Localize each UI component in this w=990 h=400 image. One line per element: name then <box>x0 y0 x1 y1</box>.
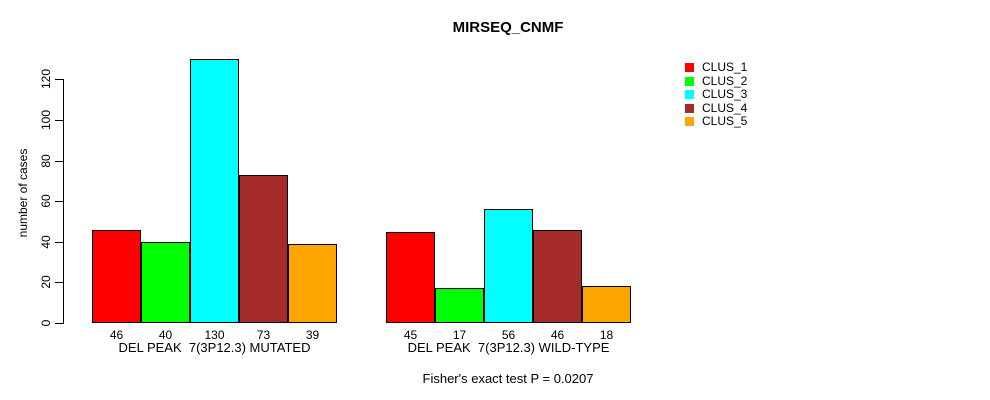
bar-value-label: 73 <box>256 328 271 342</box>
group-label: DEL PEAK 7(3P12.3) WILD-TYPE <box>407 340 610 355</box>
bar-value-label: 46 <box>109 328 124 342</box>
legend-swatch <box>685 90 694 100</box>
bar-clus_5-group2 <box>582 286 631 323</box>
y-tick-label: 80 <box>39 153 53 168</box>
bar-clus_4-group1 <box>239 175 288 323</box>
legend: CLUS_1 CLUS_2 CLUS_3 CLUS_4 CLUS_5 <box>685 61 747 129</box>
bar-value-label: 18 <box>599 328 614 342</box>
y-axis-title: number of cases <box>16 148 30 238</box>
bar-value-label: 40 <box>158 328 173 342</box>
bar-clus_3-group1 <box>190 59 239 323</box>
bar-clus_2-group1 <box>141 242 190 323</box>
bar-value-label: 39 <box>305 328 320 342</box>
y-tick-mark <box>55 241 63 243</box>
legend-label: CLUS_5 <box>702 114 748 129</box>
y-tick-mark <box>55 120 63 121</box>
legend-item: CLUS_2 <box>685 73 748 89</box>
bar-clus_1-group2 <box>386 232 435 323</box>
bar-clus_5-group1 <box>288 244 337 323</box>
bar-value-label: 45 <box>403 328 418 342</box>
y-tick-label: 20 <box>39 275 53 290</box>
fisher-test-annotation: Fisher's exact test P = 0.0207 <box>422 371 594 386</box>
legend-swatch <box>685 117 694 127</box>
bar-clus_2-group2 <box>435 288 484 323</box>
legend-item: CLUS_3 <box>685 88 747 102</box>
y-tick-mark <box>55 323 63 324</box>
y-tick-mark <box>55 282 63 284</box>
y-axis-line <box>63 79 64 324</box>
legend-label: CLUS_4 <box>702 100 748 115</box>
y-tick-label: 100 <box>39 109 53 131</box>
bar-value-label: 130 <box>204 328 225 342</box>
bar-value-label: 56 <box>501 328 516 342</box>
legend-label: CLUS_2 <box>702 73 748 88</box>
bar-clus_4-group2 <box>533 230 582 323</box>
y-tick-label: 120 <box>39 69 53 90</box>
legend-swatch <box>685 63 694 73</box>
y-tick-label: 60 <box>39 194 53 208</box>
y-tick-mark <box>55 201 63 203</box>
y-tick-label: 40 <box>39 235 53 249</box>
bar-clus_3-group2 <box>484 209 533 323</box>
legend-item: CLUS_1 <box>685 61 747 75</box>
bar-clus_1-group1 <box>92 230 141 323</box>
legend-label: CLUS_1 <box>702 60 748 75</box>
group-label: DEL PEAK 7(3P12.3) MUTATED <box>118 340 311 355</box>
legend-swatch <box>685 103 694 113</box>
legend-item: CLUS_5 <box>685 115 747 129</box>
bar-value-label: 46 <box>550 328 565 342</box>
y-tick-mark <box>55 79 63 81</box>
y-tick-label: 0 <box>39 319 53 327</box>
legend-label: CLUS_3 <box>702 87 748 102</box>
legend-swatch <box>685 76 694 86</box>
legend-item: CLUS_4 <box>685 100 748 116</box>
bar-value-label: 17 <box>452 328 467 342</box>
chart-title: MIRSEQ_CNMF <box>452 19 564 36</box>
y-tick-mark <box>55 160 63 162</box>
